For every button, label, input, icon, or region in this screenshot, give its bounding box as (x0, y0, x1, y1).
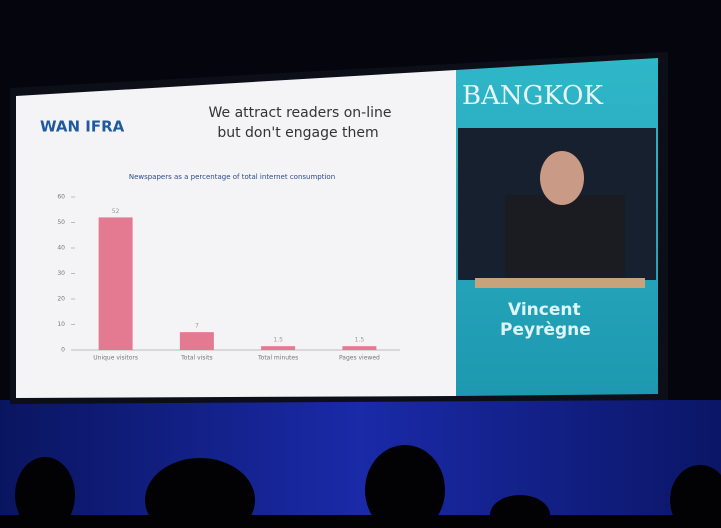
speaker-head (540, 151, 584, 205)
photo: BANGKOK Vincent Peyrègne WAN IFRA We att… (0, 0, 721, 528)
value-label: 1.5 (273, 337, 283, 344)
speaker-name: Vincent (508, 300, 581, 320)
y-tick-label: 20 (57, 296, 65, 303)
slide-title: We attract readers on-line (208, 105, 391, 121)
y-tick-label: 60 (57, 194, 65, 201)
logo: WAN IFRA (40, 118, 125, 136)
bar (99, 217, 133, 350)
x-tick-label: Unique visitors (93, 355, 138, 362)
value-label: 7 (195, 323, 199, 330)
y-tick-label: 30 (57, 270, 65, 277)
slide-title: but don't engage them (217, 125, 378, 141)
speaker-name: Peyrègne (500, 320, 591, 340)
x-tick-label: Total minutes (257, 355, 298, 362)
y-tick-label: 40 (57, 245, 65, 252)
x-tick-label: Total visits (180, 355, 212, 362)
bar (180, 332, 214, 350)
banner: BANGKOK (462, 81, 603, 111)
chart-title: Newspapers as a percentage of total inte… (129, 173, 335, 181)
bar (261, 346, 295, 350)
value-label: 52 (112, 208, 120, 215)
value-label: 1.5 (355, 337, 365, 344)
lectern (475, 278, 645, 288)
bar (342, 346, 376, 350)
curtain (0, 400, 721, 528)
speaker-body (505, 195, 625, 280)
y-tick-label: 10 (57, 321, 65, 328)
y-tick-label: 50 (57, 219, 65, 226)
x-tick-label: Pages viewed (339, 355, 380, 362)
y-tick-label: 0 (61, 347, 65, 354)
